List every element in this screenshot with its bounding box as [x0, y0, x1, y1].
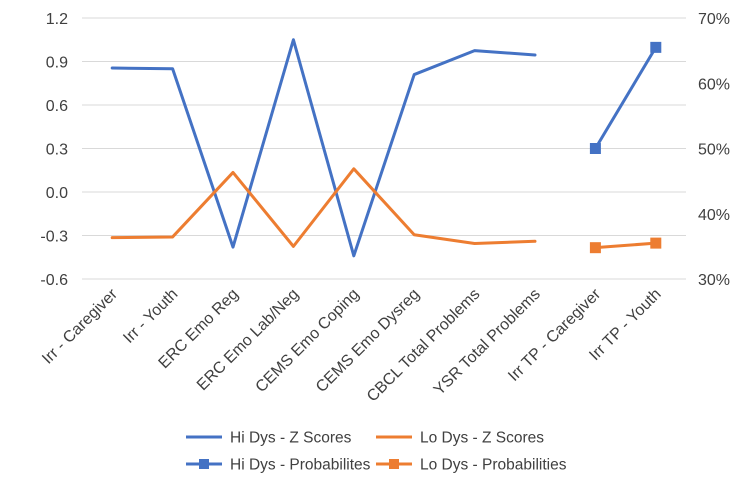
x-tick-label: ERC Emo Lab/Neg — [194, 286, 302, 394]
right-tick-label: 70% — [698, 11, 730, 28]
x-tick-label: CEMS Emo Coping — [253, 286, 363, 396]
left-tick-label: 0.3 — [46, 142, 68, 159]
legend-item: Lo Dys - Probabilities — [376, 457, 567, 474]
right-axis-ticks: 30% 40% 50% 60% 70% — [698, 11, 730, 289]
right-tick-label: 60% — [698, 76, 730, 93]
series-group — [110, 38, 662, 258]
x-tick-label: YSR Total Problems — [431, 286, 544, 399]
data-point — [650, 41, 662, 53]
legend-item: Hi Dys - Z Scores — [186, 430, 352, 447]
legend-item: Hi Dys - Probabilites — [186, 457, 371, 474]
gridlines — [82, 17, 686, 280]
left-tick-label: 1.2 — [46, 11, 68, 28]
x-tick-label: Irr - Caregiver — [39, 285, 121, 367]
left-axis-ticks: -0.6 -0.3 0.0 0.3 0.6 0.9 1.2 — [40, 11, 68, 289]
right-tick-label: 40% — [698, 207, 730, 224]
series-line — [593, 45, 658, 150]
legend-item: Lo Dys - Z Scores — [376, 430, 544, 447]
left-tick-label: 0.0 — [46, 185, 68, 202]
series-3 — [589, 237, 662, 254]
x-tick-label: Irr - Youth — [120, 286, 181, 347]
series-line — [110, 38, 537, 258]
x-tick-label: CBCL Total Problems — [364, 286, 484, 406]
legend-label: Hi Dys - Z Scores — [230, 430, 352, 447]
legend-label: Lo Dys - Z Scores — [420, 430, 544, 447]
legend-label: Hi Dys - Probabilites — [230, 457, 371, 474]
series-0 — [110, 38, 537, 258]
legend-swatch-marker — [389, 459, 399, 469]
series-line — [110, 167, 537, 248]
legend-label: Lo Dys - Probabilities — [420, 457, 567, 474]
series-1 — [110, 167, 537, 248]
x-tick-label: CEMS Emo Dysreg — [313, 286, 423, 396]
right-tick-label: 30% — [698, 272, 730, 289]
series-2 — [589, 41, 662, 154]
data-point — [589, 242, 601, 254]
left-tick-label: -0.3 — [40, 229, 68, 246]
data-point — [589, 143, 601, 154]
left-tick-label: 0.6 — [46, 98, 68, 115]
legend: Hi Dys - Z Scores Lo Dys - Z Scores Hi Dys… — [186, 430, 567, 474]
series-line — [593, 241, 658, 250]
legend-swatch-marker — [199, 459, 209, 469]
left-tick-label: -0.6 — [40, 272, 68, 289]
data-point — [650, 237, 662, 249]
right-tick-label: 50% — [698, 142, 730, 159]
left-tick-label: 0.9 — [46, 55, 68, 72]
